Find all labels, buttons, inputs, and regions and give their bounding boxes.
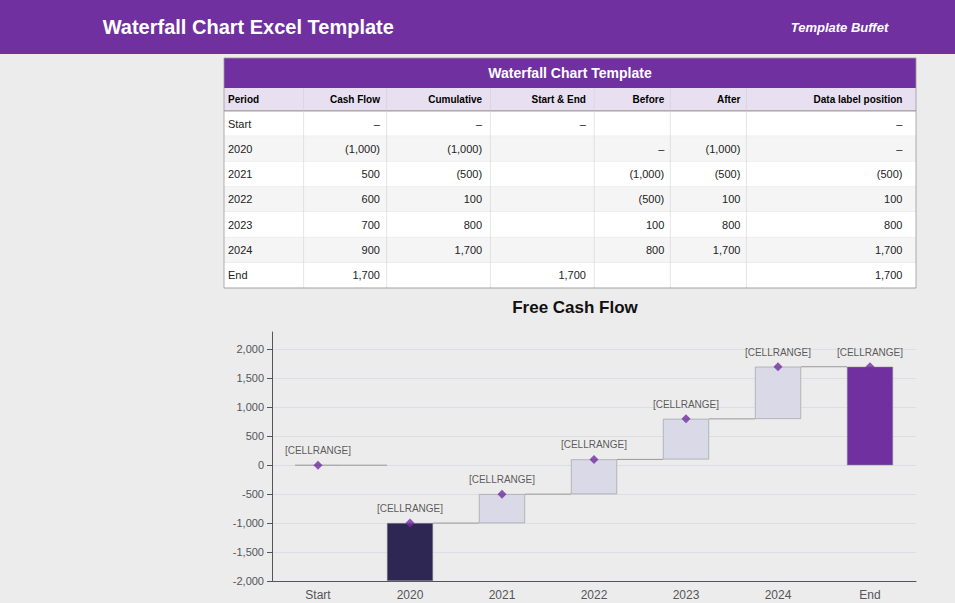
svg-text:(1,000): (1,000) xyxy=(345,143,380,155)
svg-text:0: 0 xyxy=(258,459,264,471)
svg-text:100: 100 xyxy=(646,219,664,231)
svg-text:[CELLRANGE]: [CELLRANGE] xyxy=(837,347,903,358)
svg-text:(1,000): (1,000) xyxy=(447,143,482,155)
svg-text:Before: Before xyxy=(633,94,665,105)
svg-text:1,700: 1,700 xyxy=(713,244,741,256)
svg-text:[CELLRANGE]: [CELLRANGE] xyxy=(653,399,719,410)
svg-text:Start: Start xyxy=(228,118,251,130)
svg-text:1,700: 1,700 xyxy=(352,269,380,281)
svg-text:2024: 2024 xyxy=(765,588,792,602)
svg-text:End: End xyxy=(859,588,880,602)
svg-text:2,000: 2,000 xyxy=(236,343,264,355)
svg-text:Free Cash Flow: Free Cash Flow xyxy=(512,298,638,317)
svg-text:-1,000: -1,000 xyxy=(233,517,264,529)
svg-text:[CELLRANGE]: [CELLRANGE] xyxy=(561,439,627,450)
svg-text:–: – xyxy=(658,143,665,155)
svg-text:500: 500 xyxy=(246,430,264,442)
svg-text:(500): (500) xyxy=(456,168,482,180)
svg-text:(500): (500) xyxy=(877,168,903,180)
svg-text:2020: 2020 xyxy=(397,588,424,602)
svg-text:800: 800 xyxy=(884,219,902,231)
svg-text:-2,000: -2,000 xyxy=(233,575,264,587)
svg-text:–: – xyxy=(896,118,903,130)
svg-text:-1,500: -1,500 xyxy=(233,546,264,558)
svg-text:800: 800 xyxy=(464,219,482,231)
svg-text:2021: 2021 xyxy=(489,588,516,602)
svg-text:Cash Flow: Cash Flow xyxy=(330,94,380,105)
svg-text:500: 500 xyxy=(362,168,380,180)
svg-text:2024: 2024 xyxy=(228,244,252,256)
svg-text:1,000: 1,000 xyxy=(236,401,264,413)
svg-text:Start: Start xyxy=(305,588,331,602)
svg-text:100: 100 xyxy=(884,193,902,205)
svg-text:–: – xyxy=(374,118,381,130)
svg-text:-500: -500 xyxy=(242,488,264,500)
svg-text:600: 600 xyxy=(362,193,380,205)
svg-text:2023: 2023 xyxy=(228,219,252,231)
svg-text:(1,000): (1,000) xyxy=(629,168,664,180)
svg-text:2023: 2023 xyxy=(673,588,700,602)
svg-text:[CELLRANGE]: [CELLRANGE] xyxy=(745,347,811,358)
svg-text:1,700: 1,700 xyxy=(455,244,483,256)
svg-text:2020: 2020 xyxy=(228,143,252,155)
svg-text:(500): (500) xyxy=(715,168,741,180)
svg-text:1,700: 1,700 xyxy=(875,244,903,256)
svg-text:(1,000): (1,000) xyxy=(706,143,741,155)
svg-text:700: 700 xyxy=(362,219,380,231)
svg-text:After: After xyxy=(717,94,740,105)
svg-text:[CELLRANGE]: [CELLRANGE] xyxy=(469,474,535,485)
svg-text:Cumulative: Cumulative xyxy=(428,94,482,105)
svg-text:1,700: 1,700 xyxy=(558,269,586,281)
svg-text:Data label position: Data label position xyxy=(814,94,903,105)
svg-text:Waterfall Chart Template: Waterfall Chart Template xyxy=(488,65,652,81)
svg-text:800: 800 xyxy=(722,219,740,231)
svg-text:Period: Period xyxy=(228,94,259,105)
svg-text:[CELLRANGE]: [CELLRANGE] xyxy=(377,503,443,514)
svg-text:1,700: 1,700 xyxy=(875,269,903,281)
svg-text:(500): (500) xyxy=(639,193,665,205)
svg-text:100: 100 xyxy=(464,193,482,205)
svg-text:End: End xyxy=(228,269,248,281)
svg-text:–: – xyxy=(896,143,903,155)
svg-text:[CELLRANGE]: [CELLRANGE] xyxy=(285,445,351,456)
svg-text:800: 800 xyxy=(646,244,664,256)
svg-text:–: – xyxy=(580,118,587,130)
svg-text:2022: 2022 xyxy=(228,193,252,205)
svg-text:Start & End: Start & End xyxy=(531,94,585,105)
svg-text:–: – xyxy=(476,118,483,130)
svg-text:900: 900 xyxy=(362,244,380,256)
svg-text:Template Buffet: Template Buffet xyxy=(791,20,889,35)
svg-text:1,500: 1,500 xyxy=(236,372,264,384)
svg-text:Waterfall Chart Excel Template: Waterfall Chart Excel Template xyxy=(103,16,394,38)
svg-text:2021: 2021 xyxy=(228,168,252,180)
svg-text:100: 100 xyxy=(722,193,740,205)
svg-text:2022: 2022 xyxy=(581,588,608,602)
